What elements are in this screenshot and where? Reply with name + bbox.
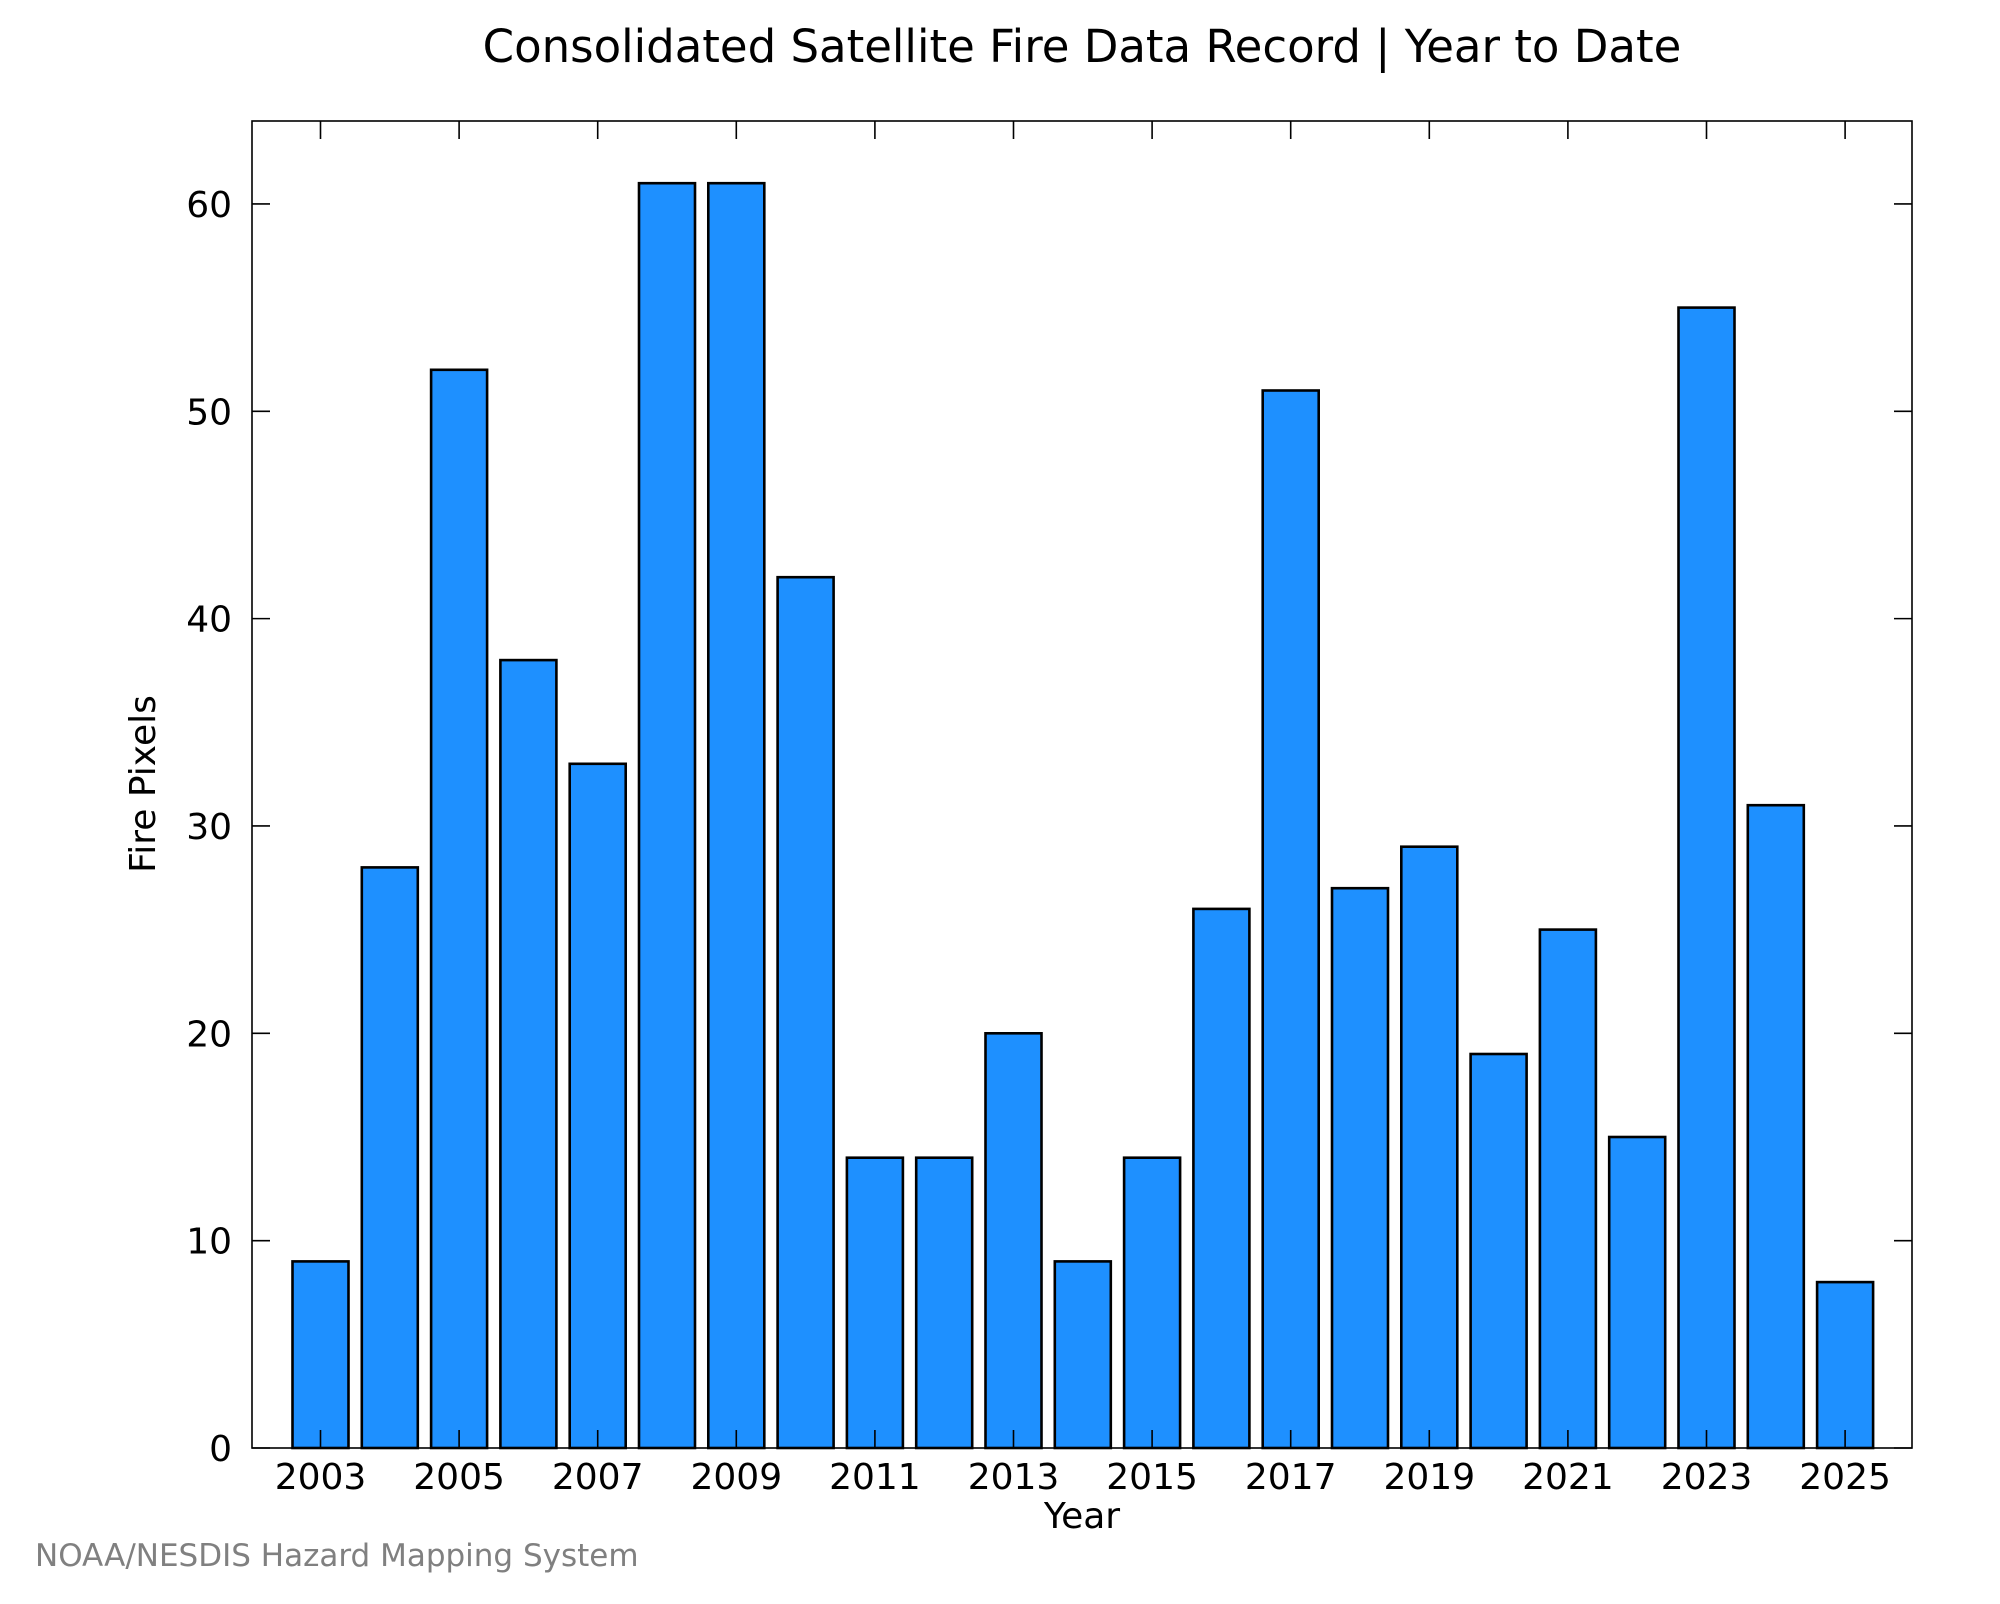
y-tick-label-40: 40 (186, 600, 232, 641)
x-tick-label-2023: 2023 (1661, 1457, 1753, 1498)
bar-2016 (1192, 907, 1251, 1450)
bar-2003 (291, 1260, 350, 1450)
bar-2013 (984, 1032, 1043, 1450)
x-tick-label-2009: 2009 (690, 1457, 782, 1498)
bar-2025 (1815, 1280, 1875, 1450)
bar-2010 (776, 575, 835, 1450)
bar-2024 (1746, 803, 1806, 1450)
x-tick-label-2013: 2013 (968, 1457, 1060, 1498)
bars-layer (291, 181, 1875, 1450)
y-tick-label-30: 30 (186, 807, 232, 848)
footer-credit: NOAA/NESDIS Hazard Mapping System (35, 1538, 639, 1574)
bar-2004 (360, 866, 420, 1450)
x-axis-label: Year (1043, 1496, 1120, 1537)
y-tick-label-0: 0 (209, 1429, 232, 1470)
bar-2018 (1330, 886, 1390, 1450)
bar-2006 (499, 658, 558, 1450)
bar-2022 (1607, 1135, 1667, 1450)
bar-2014 (1053, 1260, 1113, 1450)
x-tick-label-2015: 2015 (1106, 1457, 1198, 1498)
y-tick-label-50: 50 (186, 392, 232, 433)
x-tick-label-2007: 2007 (552, 1457, 644, 1498)
x-tick-label-2021: 2021 (1522, 1457, 1614, 1498)
bar-2008 (637, 181, 697, 1450)
ticks-layer (252, 121, 1912, 1449)
bar-2021 (1538, 928, 1598, 1450)
bar-2011 (845, 1156, 905, 1450)
x-tick-label-2005: 2005 (413, 1457, 505, 1498)
x-tick-label-2017: 2017 (1245, 1457, 1337, 1498)
y-tick-label-60: 60 (186, 185, 232, 226)
bar-2005 (429, 368, 489, 1450)
y-axis-label: Fire Pixels (123, 695, 164, 873)
bar-2009 (706, 181, 766, 1450)
plot-frame (251, 120, 1913, 1449)
y-tick-labels: 0 10 20 30 40 50 60 (186, 185, 232, 1470)
bar-2012 (914, 1156, 974, 1450)
y-tick-label-10: 10 (186, 1222, 232, 1263)
x-tick-label-2011: 2011 (829, 1457, 921, 1498)
x-tick-label-2019: 2019 (1383, 1457, 1475, 1498)
bar-2007 (568, 762, 628, 1450)
x-tick-labels: 2003 2005 2007 2009 2011 2013 2015 2017 2019 2021… (275, 1457, 1891, 1498)
bar-2017 (1261, 389, 1320, 1450)
x-tick-label-2003: 2003 (275, 1457, 367, 1498)
y-tick-label-20: 20 (186, 1014, 232, 1055)
bar-2019 (1400, 845, 1459, 1450)
x-tick-label-2025: 2025 (1799, 1457, 1891, 1498)
bar-2020 (1469, 1052, 1528, 1450)
bar-2023 (1677, 306, 1736, 1450)
chart-title: Consolidated Satellite Fire Data Record … (483, 20, 1682, 73)
bar-2015 (1122, 1156, 1182, 1450)
